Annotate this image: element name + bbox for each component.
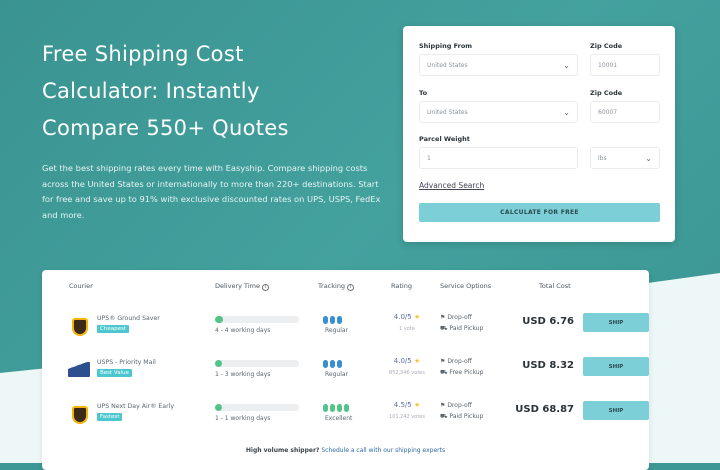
to-country-select[interactable]: United States ⌄ [419, 101, 578, 123]
header-courier: Courier [69, 282, 93, 290]
unit-select[interactable]: lbs ⌄ [590, 147, 660, 169]
service-option: ⛟ Paid Pickup [440, 325, 484, 332]
delivery-bar [215, 360, 299, 367]
total-cost: USD 8.32 [522, 360, 574, 371]
tracking-dot [330, 360, 335, 368]
ship-button[interactable]: SHIP [583, 357, 649, 376]
table-row: UPS Next Day Air® Early Fastest 1 - 1 wo… [42, 398, 649, 442]
table-row: UPS® Ground Saver Cheapest 4 - 4 working… [42, 310, 649, 354]
tracking-dot [337, 316, 342, 324]
from-zip-input[interactable]: 10001 [590, 54, 660, 76]
tracking-dot [344, 404, 349, 412]
ups-logo [72, 406, 88, 424]
ship-button[interactable]: SHIP [583, 401, 649, 420]
tracking-dot [323, 360, 328, 368]
star-icon: ★ [413, 313, 421, 321]
results-table: Courier Delivery Time i Tracking i Rating … [42, 270, 649, 470]
from-label: Shipping From [419, 42, 473, 50]
dropoff-icon: ⚑ [440, 358, 446, 365]
tracking-dot [330, 316, 335, 324]
header-cost: Total Cost [539, 282, 571, 290]
service-option: ⛟ Paid Pickup [440, 413, 484, 420]
delivery-bar [215, 316, 299, 323]
delivery-days: 1 - 1 working days [215, 415, 271, 422]
from-zip-label: Zip Code [590, 42, 623, 50]
tracking-dots [323, 316, 342, 324]
tracking-label: Excellent [325, 415, 353, 422]
info-icon[interactable]: i [261, 284, 269, 291]
header-service: Service Options [440, 282, 492, 290]
schedule-call-link[interactable]: Schedule a call with our shipping expert… [321, 447, 446, 454]
truck-icon: ⛟ [440, 369, 448, 376]
header-tracking: Tracking i [318, 282, 355, 291]
calculator-form: Shipping From Zip Code United States ⌄ 10… [403, 26, 675, 242]
ship-button[interactable]: SHIP [583, 313, 649, 332]
calculate-button[interactable]: CALCULATE FOR FREE [419, 203, 660, 222]
service-option: ⚑ Drop-off [440, 402, 472, 409]
truck-icon: ⛟ [440, 413, 448, 420]
courier-name: UPS Next Day Air® Early [97, 403, 174, 410]
tracking-dot [337, 360, 342, 368]
delivery-days: 1 - 3 working days [215, 371, 271, 378]
tracking-dots [323, 404, 349, 412]
delivery-bar-fill [215, 316, 224, 323]
dropoff-icon: ⚑ [440, 402, 446, 409]
tracking-dot [323, 404, 328, 412]
service-option: ⛟ Free Pickup [440, 369, 484, 376]
header-rating: Rating [391, 282, 412, 290]
delivery-bar [215, 404, 299, 411]
dropoff-icon: ⚑ [440, 314, 446, 321]
votes: 852,346 votes [389, 370, 425, 376]
rating: 4.5/5 ★ [393, 401, 421, 409]
tracking-dots [323, 360, 342, 368]
tracking-dot [337, 404, 342, 412]
chevron-down-icon: ⌄ [645, 153, 652, 163]
rating: 4.0/5 ★ [393, 313, 421, 321]
to-zip-input[interactable]: 60007 [590, 101, 660, 123]
star-icon: ★ [413, 357, 421, 365]
truck-icon: ⛟ [440, 325, 448, 332]
info-icon[interactable]: i [347, 284, 355, 291]
total-cost: USD 68.87 [515, 404, 574, 415]
rating: 4.0/5 ★ [393, 357, 421, 365]
delivery-days: 4 - 4 working days [215, 327, 271, 334]
courier-badge: Cheapest [97, 325, 129, 333]
votes: 1 vote [399, 326, 415, 332]
hero: Free Shipping Cost Calculator: Instantly C… [42, 36, 382, 223]
courier-name: UPS® Ground Saver [97, 315, 160, 322]
ups-logo [72, 318, 88, 336]
hero-description: Get the best shipping rates every time w… [42, 163, 381, 220]
advanced-search-link[interactable]: Advanced Search [419, 181, 485, 190]
chevron-down-icon: ⌄ [563, 107, 570, 117]
courier-badge: Best Value [97, 369, 133, 377]
votes: 101,242 votes [389, 414, 425, 420]
header-delivery: Delivery Time i [215, 282, 269, 291]
total-cost: USD 6.76 [522, 316, 574, 327]
service-option: ⚑ Drop-off [440, 358, 472, 365]
tracking-label: Regular [325, 371, 349, 378]
star-icon: ★ [413, 401, 421, 409]
to-label: To [419, 89, 428, 97]
delivery-bar-fill [215, 360, 222, 367]
chevron-down-icon: ⌄ [563, 60, 570, 70]
to-zip-label: Zip Code [590, 89, 623, 97]
delivery-bar-fill [215, 404, 222, 411]
tracking-dot [330, 404, 335, 412]
page-title: Free Shipping Cost Calculator: Instantly C… [42, 42, 289, 140]
usps-logo [68, 362, 90, 377]
table-row: USPS - Priority Mail Best Value 1 - 3 wo… [42, 354, 649, 398]
courier-badge: Fastest [97, 413, 123, 421]
weight-input[interactable]: 1 [419, 147, 578, 169]
tracking-label: Regular [325, 327, 349, 334]
service-option: ⚑ Drop-off [440, 314, 472, 321]
weight-label: Parcel Weight [419, 135, 470, 143]
from-country-select[interactable]: United States ⌄ [419, 54, 578, 76]
tracking-dot [323, 316, 328, 324]
courier-name: USPS - Priority Mail [97, 359, 156, 366]
footer-cta: High volume shipper? Schedule a call wit… [245, 447, 446, 454]
